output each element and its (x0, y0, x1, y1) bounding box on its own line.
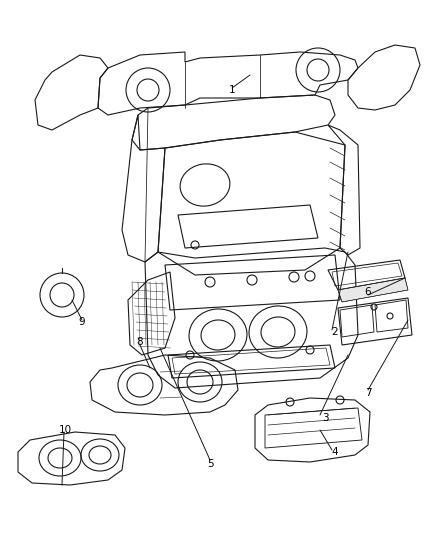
Text: 6: 6 (365, 287, 371, 297)
Text: 7: 7 (365, 388, 371, 398)
Text: 9: 9 (79, 317, 85, 327)
Text: 8: 8 (137, 337, 143, 347)
Text: 5: 5 (207, 459, 213, 469)
Text: 3: 3 (321, 413, 328, 423)
Polygon shape (338, 278, 408, 302)
Text: 1: 1 (229, 85, 235, 95)
Text: 10: 10 (58, 425, 71, 435)
Text: 4: 4 (332, 447, 338, 457)
Text: 2: 2 (332, 327, 338, 337)
